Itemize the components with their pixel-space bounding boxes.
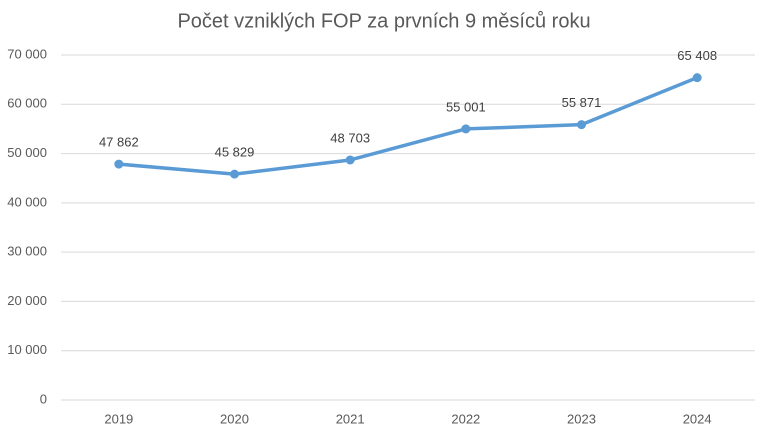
marker bbox=[230, 169, 239, 179]
y-tick-label: 10 000 bbox=[7, 342, 47, 357]
chart-title: Počet vzniklých FOP za prvních 9 měsíců … bbox=[177, 10, 590, 32]
value-label: 55 001 bbox=[446, 99, 486, 114]
y-tick-label: 40 000 bbox=[7, 194, 47, 209]
marker bbox=[461, 124, 471, 134]
value-label: 45 829 bbox=[215, 145, 255, 160]
value-label: 48 703 bbox=[330, 130, 370, 145]
x-tick-label: 2022 bbox=[451, 411, 480, 426]
marker bbox=[114, 159, 124, 169]
x-tick-label: 2020 bbox=[220, 411, 249, 426]
value-label: 65 408 bbox=[677, 48, 717, 63]
y-tick-label: 70 000 bbox=[7, 46, 47, 61]
line bbox=[118, 76, 698, 176]
x-tick-label: 2024 bbox=[683, 411, 712, 426]
value-label: 55 871 bbox=[562, 95, 602, 110]
value-label: 47 862 bbox=[99, 135, 139, 150]
x-tick-label: 2019 bbox=[104, 411, 133, 426]
x-tick-label: 2021 bbox=[336, 411, 365, 426]
marker bbox=[692, 73, 702, 83]
x-tick-label: 2023 bbox=[567, 411, 596, 426]
y-tick-label: 60 000 bbox=[7, 96, 47, 111]
marker bbox=[345, 155, 355, 165]
y-tick-label: 50 000 bbox=[7, 145, 47, 160]
y-tick-label: 20 000 bbox=[7, 293, 47, 308]
marker bbox=[577, 120, 586, 130]
y-tick-label: 30 000 bbox=[7, 244, 47, 259]
y-tick-label: 0 bbox=[40, 391, 47, 406]
